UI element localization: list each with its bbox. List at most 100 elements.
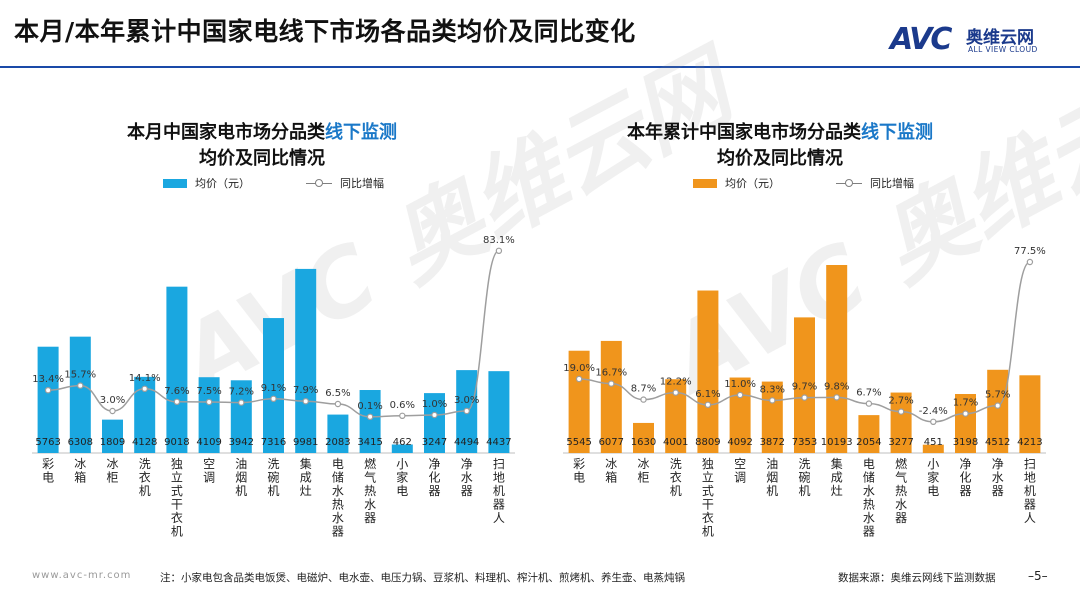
left-bar-12	[391, 444, 413, 453]
right-growth-label: 9.8%	[824, 381, 849, 392]
right-bar-value-label: 10193	[821, 437, 853, 448]
right-bar-value-label: 5545	[566, 437, 591, 448]
right-growth-label: 6.7%	[856, 388, 881, 399]
right-growth-label: 8.3%	[760, 384, 785, 395]
right-growth-point-1	[575, 375, 583, 383]
left-growth-label: 13.4%	[32, 374, 64, 385]
right-growth-point-2	[608, 380, 615, 387]
right-bar-value-label: 6077	[599, 437, 624, 448]
left-growth-label: 83.1%	[483, 235, 515, 246]
right-bar-3	[633, 422, 654, 453]
right-growth-point-11	[897, 408, 905, 415]
right-growth-label: 16.7%	[595, 368, 627, 379]
left-growth-point-6	[205, 398, 213, 406]
right-growth-point-10	[865, 400, 873, 407]
right-growth-label: 6.1%	[695, 389, 720, 400]
page-number: –5–	[1028, 569, 1048, 583]
left-category-label: 彩电	[42, 457, 54, 485]
right-growth-point-12	[930, 418, 937, 425]
right-growth-label: 8.7%	[631, 384, 656, 395]
right-bar-value-label: 3198	[953, 437, 978, 448]
left-growth-point-2	[77, 382, 84, 389]
right-bar-1	[568, 350, 590, 453]
right-category-label: 空调	[734, 457, 746, 485]
left-growth-label: 1.0%	[422, 399, 447, 410]
left-bar-value-label: 4494	[454, 437, 479, 448]
left-bar-3	[102, 419, 123, 453]
left-growth-label: 7.5%	[196, 386, 221, 397]
left-growth-label: 0.6%	[390, 400, 415, 411]
right-category-label: 小家电	[927, 457, 939, 498]
left-growth-point-15	[495, 247, 503, 254]
left-category-label: 空调	[203, 457, 215, 485]
right-category-label: 集成灶	[831, 456, 843, 498]
right-bar-value-label: 3277	[888, 437, 913, 448]
left-bar-value-label: 1809	[100, 437, 125, 448]
logo-cn-text: 奥维云网	[966, 28, 1034, 48]
right-bar-15	[1019, 375, 1041, 453]
right-category-label: 净水器	[992, 457, 1004, 498]
right-growth-label: 77.5%	[1014, 246, 1046, 257]
right-growth-point-14	[994, 402, 1001, 409]
left-bar-13	[424, 393, 445, 453]
left-growth-point-8	[270, 395, 277, 402]
right-legend-line-label: 同比增幅	[870, 177, 914, 190]
left-category-label: 燃气热水器	[364, 456, 376, 525]
right-bar-value-label: 4001	[663, 437, 688, 448]
right-growth-label: 9.7%	[792, 382, 817, 393]
logo-en-text: ALL VIEW CLOUD	[968, 45, 1038, 54]
right-legend-bar-label: 均价（元）	[725, 177, 780, 190]
right-legend: 均价（元） 同比增幅	[693, 175, 914, 191]
left-bar-1	[37, 346, 59, 453]
right-growth-point-9	[833, 394, 840, 401]
left-bar-value-label: 462	[393, 437, 412, 448]
left-growth-point-10	[334, 400, 342, 408]
left-growth-point-5	[173, 398, 181, 405]
right-bar-value-label: 4512	[985, 437, 1010, 448]
right-growth-label: 12.2%	[660, 377, 692, 388]
left-bar-6	[198, 377, 220, 453]
left-growth-point-13	[431, 411, 438, 419]
right-growth-label: -2.4%	[919, 406, 948, 417]
left-bar-10	[327, 414, 349, 453]
right-chart-title-prefix: 本年累计中国家电市场分品类	[627, 122, 861, 143]
left-bar-value-label: 2083	[325, 437, 350, 448]
left-chart-title: 本月中国家电市场分品类线下监测 均价及同比情况	[42, 120, 482, 172]
left-bar-2	[69, 336, 91, 453]
right-growth-label: 5.7%	[985, 390, 1010, 401]
left-growth-line	[48, 250, 500, 418]
left-bar-value-label: 7316	[261, 437, 286, 448]
left-category-label: 独立式干衣机	[171, 457, 183, 539]
left-bar-9	[295, 268, 317, 453]
left-category-label: 电储水热水器	[332, 457, 344, 539]
right-legend-bar-swatch	[693, 178, 717, 188]
left-bar-5	[166, 286, 188, 453]
left-bar-value-label: 3415	[357, 437, 382, 448]
left-growth-point-4	[141, 385, 148, 392]
right-category-label: 扫地机器人	[1024, 457, 1036, 525]
right-bar-9	[826, 265, 848, 453]
right-category-label: 电储水热水器	[863, 457, 875, 539]
left-bar-8	[263, 318, 284, 453]
left-category-label: 集成灶	[300, 456, 312, 498]
right-bar-4	[665, 379, 687, 453]
right-bar-value-label: 3872	[760, 437, 785, 448]
right-bar-value-label: 8809	[695, 437, 720, 448]
right-bar-value-label: 2054	[856, 437, 881, 448]
left-category-label: 扫地机器人	[493, 457, 505, 525]
left-bar-value-label: 4437	[486, 437, 511, 448]
left-growth-label: 6.5%	[325, 388, 350, 399]
left-growth-label: 0.1%	[357, 401, 382, 412]
left-bar-value-label: 3247	[422, 437, 447, 448]
left-bar-11	[359, 390, 381, 453]
left-growth-point-1	[44, 387, 52, 394]
left-bar-value-label: 5763	[35, 437, 60, 448]
left-category-label: 净化器	[428, 457, 440, 498]
left-category-label: 洗衣机	[139, 457, 151, 498]
right-category-label: 燃气热水器	[895, 456, 907, 525]
right-category-label: 冰箱	[605, 457, 617, 485]
right-bar-value-label: 7353	[792, 437, 817, 448]
left-category-label: 洗碗机	[267, 457, 279, 498]
right-growth-point-4	[672, 389, 679, 396]
right-bar-value-label: 451	[924, 437, 943, 448]
